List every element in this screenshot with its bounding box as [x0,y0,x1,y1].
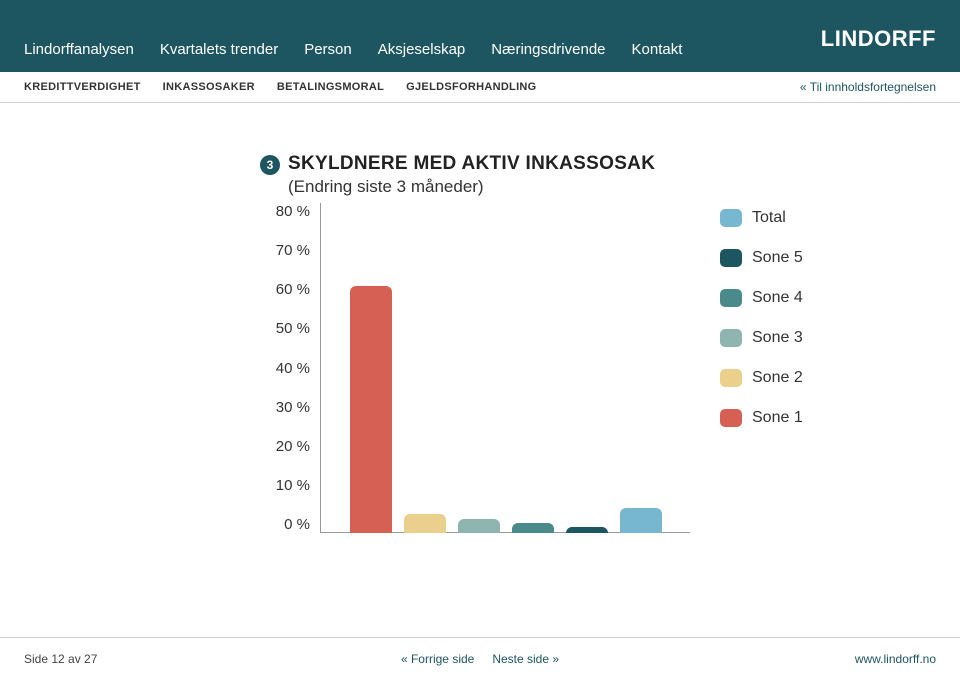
bar [512,523,554,533]
subnav-kredittverdighet[interactable]: KREDITTVERDIGHET [24,81,141,93]
legend-swatch [720,409,742,427]
content: 3 SKYLDNERE MED AKTIV INKASSOSAK (Endrin… [0,103,960,533]
sub-navbar: KREDITTVERDIGHET INKASSOSAKER BETALINGSM… [0,72,960,102]
legend-item: Sone 5 [720,249,803,267]
ytick: 40 % [260,360,310,377]
legend-swatch [720,289,742,307]
bars-container [320,203,690,533]
ytick: 50 % [260,320,310,337]
y-axis-labels: 80 % 70 % 60 % 50 % 40 % 30 % 20 % 10 % … [260,203,320,533]
ytick: 80 % [260,203,310,220]
subnav-gjeldsforhandling[interactable]: GJELDSFORHANDLING [406,81,536,93]
nav-lindorffanalysen[interactable]: Lindorffanalysen [24,41,134,58]
legend-swatch [720,329,742,347]
chart-subtitle: (Endring siste 3 måneder) [288,177,820,197]
legend-item: Total [720,209,803,227]
ytick: 60 % [260,281,310,298]
legend-label: Sone 2 [752,369,803,387]
legend-item: Sone 2 [720,369,803,387]
ytick: 20 % [260,438,310,455]
bar [350,286,392,534]
legend-label: Sone 4 [752,289,803,307]
nav-kvartalets-trender[interactable]: Kvartalets trender [160,41,278,58]
legend-label: Total [752,209,786,227]
bar [404,514,446,533]
footer: Side 12 av 27 « Forrige side Neste side … [0,637,960,679]
next-page[interactable]: Neste side » [492,652,559,666]
legend-item: Sone 3 [720,329,803,347]
ytick: 10 % [260,477,310,494]
nav-naeringsdrivende[interactable]: Næringsdrivende [491,41,605,58]
chart-badge: 3 [260,155,280,175]
bar [566,527,608,533]
toc-link[interactable]: « Til innholdsfortegnelsen [800,80,936,94]
legend-item: Sone 4 [720,289,803,307]
legend-swatch [720,209,742,227]
ytick: 30 % [260,399,310,416]
nav-person[interactable]: Person [304,41,352,58]
plot-area [320,203,690,533]
bar [620,508,662,533]
top-navbar: Lindorffanalysen Kvartalets trender Pers… [0,0,960,72]
legend-label: Sone 1 [752,409,803,427]
legend-item: Sone 1 [720,409,803,427]
bar [458,519,500,533]
legend-swatch [720,249,742,267]
subnav-betalingsmoral[interactable]: BETALINGSMORAL [277,81,384,93]
legend-label: Sone 5 [752,249,803,267]
legend-label: Sone 3 [752,329,803,347]
pager: « Forrige side Neste side » [401,652,559,666]
nav-aksjeselskap[interactable]: Aksjeselskap [378,41,466,58]
page-indicator: Side 12 av 27 [24,652,97,666]
top-nav: Lindorffanalysen Kvartalets trender Pers… [24,41,682,58]
chart-title: SKYLDNERE MED AKTIV INKASSOSAK [288,153,655,175]
logo: LINDORFF [821,26,936,52]
ytick: 0 % [260,516,310,533]
subnav-inkassosaker[interactable]: INKASSOSAKER [163,81,255,93]
site-link[interactable]: www.lindorff.no [855,652,936,666]
ytick: 70 % [260,242,310,259]
nav-kontakt[interactable]: Kontakt [632,41,683,58]
legend: Total Sone 5 Sone 4 Sone 3 Sone 2 Sone 1 [720,203,803,427]
chart: 3 SKYLDNERE MED AKTIV INKASSOSAK (Endrin… [260,153,820,533]
legend-swatch [720,369,742,387]
prev-page[interactable]: « Forrige side [401,652,474,666]
